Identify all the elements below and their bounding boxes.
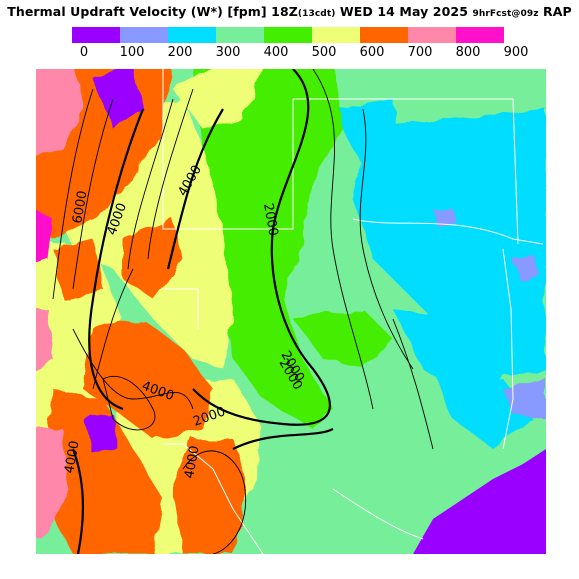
title-model: RAP <box>543 4 572 19</box>
color-swatch <box>408 27 456 43</box>
scale-tick-label: 800 <box>455 45 481 60</box>
color-scale-bar <box>72 27 504 43</box>
color-swatch <box>456 27 504 43</box>
color-swatch <box>120 27 168 43</box>
map-canvas: 6000 4000 4000 2000 2000 4000 2000 2000 … <box>33 69 546 554</box>
scale-tick-label: 900 <box>503 45 529 60</box>
scale-tick-label: 500 <box>311 45 337 60</box>
scale-tick-label: 300 <box>215 45 241 60</box>
scale-tick-label: 200 <box>167 45 193 60</box>
height-contours <box>52 69 434 554</box>
contour-label: 6000 <box>70 189 91 224</box>
thermal-velocity-map: 6000 4000 4000 2000 2000 4000 2000 2000 … <box>33 69 546 554</box>
map-edge <box>33 69 36 554</box>
scale-tick-label: 700 <box>407 45 433 60</box>
color-scale-ticks: 0 100 200 300 400 500 600 700 800 900 <box>52 45 529 63</box>
color-fill-layer <box>33 69 546 554</box>
title-date: WED 14 May 2025 <box>339 4 468 19</box>
title-forecast: 9hrFcst@09z <box>472 9 539 19</box>
color-swatch <box>72 27 120 43</box>
scale-tick-label: 600 <box>359 45 385 60</box>
contour-label: 4000 <box>62 439 83 474</box>
title-main: Thermal Updraft Velocity (W*) [fpm] 18Z <box>7 4 298 19</box>
color-swatch <box>264 27 312 43</box>
color-swatch <box>312 27 360 43</box>
state-boundaries <box>162 69 544 554</box>
color-swatch <box>168 27 216 43</box>
map-title: Thermal Updraft Velocity (W*) [fpm] 18Z(… <box>0 4 579 19</box>
scale-tick-label: 0 <box>79 45 89 60</box>
color-swatch <box>216 27 264 43</box>
title-local-time: (13cdt) <box>297 9 336 19</box>
contour-label: 4000 <box>182 444 203 479</box>
scale-tick-label: 100 <box>119 45 145 60</box>
contour-label: 2000 <box>260 202 281 237</box>
color-swatch <box>360 27 408 43</box>
scale-tick-label: 400 <box>263 45 289 60</box>
